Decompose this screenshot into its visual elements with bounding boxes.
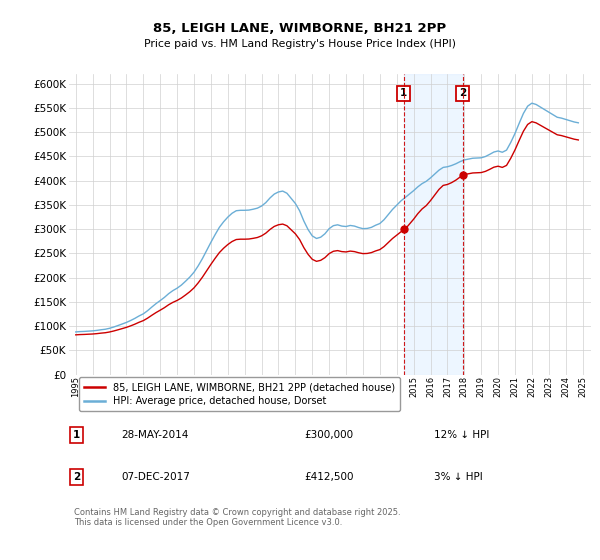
Text: Price paid vs. HM Land Registry's House Price Index (HPI): Price paid vs. HM Land Registry's House … (144, 39, 456, 49)
Text: Contains HM Land Registry data © Crown copyright and database right 2025.
This d: Contains HM Land Registry data © Crown c… (74, 508, 401, 527)
Text: 28-MAY-2014: 28-MAY-2014 (121, 430, 188, 440)
Text: 85, LEIGH LANE, WIMBORNE, BH21 2PP: 85, LEIGH LANE, WIMBORNE, BH21 2PP (154, 22, 446, 35)
Text: 1: 1 (73, 430, 80, 440)
Bar (404, 74, 463, 375)
Text: 07-DEC-2017: 07-DEC-2017 (121, 472, 190, 482)
Text: 2: 2 (460, 88, 467, 99)
Text: 12% ↓ HPI: 12% ↓ HPI (434, 430, 490, 440)
Text: 3% ↓ HPI: 3% ↓ HPI (434, 472, 483, 482)
Legend: 85, LEIGH LANE, WIMBORNE, BH21 2PP (detached house), HPI: Average price, detache: 85, LEIGH LANE, WIMBORNE, BH21 2PP (deta… (79, 377, 400, 411)
Text: £412,500: £412,500 (304, 472, 353, 482)
Text: 1: 1 (400, 88, 407, 99)
Text: £300,000: £300,000 (304, 430, 353, 440)
Text: 2: 2 (73, 472, 80, 482)
